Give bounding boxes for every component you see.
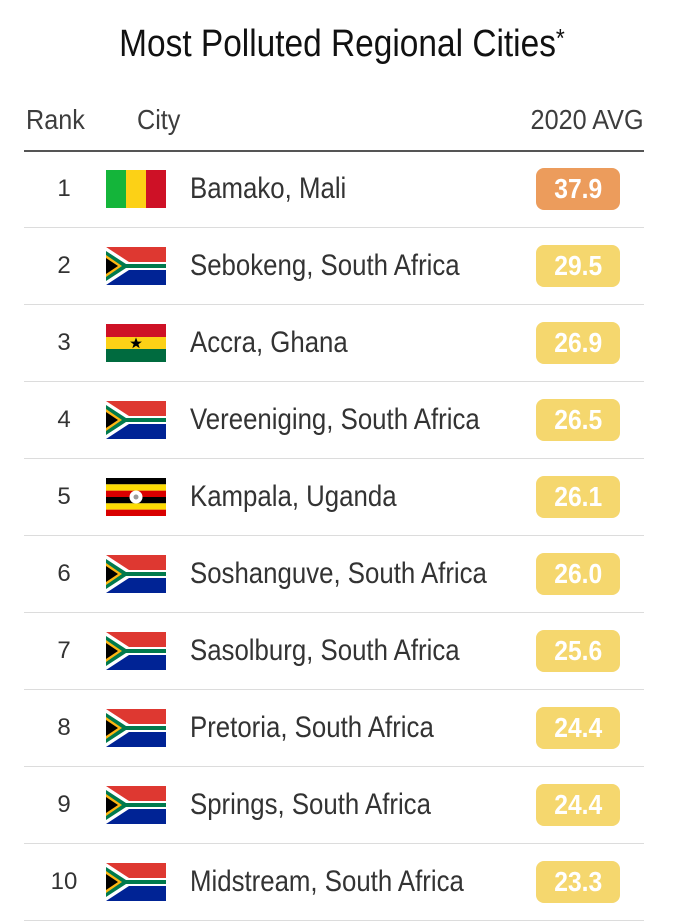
rank-cell: 1 bbox=[57, 175, 71, 202]
aqi-badge: 26.0 bbox=[536, 553, 620, 595]
rank-cell: 8 bbox=[57, 714, 71, 741]
rank-cell: 2 bbox=[57, 252, 71, 279]
city-name: Bamako, Mali bbox=[190, 172, 347, 205]
column-header-rank: Rank bbox=[26, 104, 85, 135]
table-row: 5 Kampala, Uganda 26.1 bbox=[24, 459, 644, 536]
ghana-flag-icon bbox=[106, 324, 166, 362]
aqi-value: 24.4 bbox=[554, 789, 602, 820]
aqi-badge: 25.6 bbox=[536, 630, 620, 672]
aqi-value: 26.0 bbox=[554, 558, 602, 589]
city-ranking-table: 1 Bamako, Mali 37.9 2 Sebokeng, South Af… bbox=[24, 151, 644, 921]
south-africa-flag-icon bbox=[106, 247, 166, 285]
rank-cell: 5 bbox=[57, 483, 71, 510]
rank-cell: 10 bbox=[50, 868, 78, 895]
table-header: Rank City 2020 AVG bbox=[24, 100, 644, 152]
aqi-value: 23.3 bbox=[554, 866, 602, 897]
city-name: Springs, South Africa bbox=[190, 788, 431, 821]
city-name: Midstream, South Africa bbox=[190, 865, 464, 898]
column-header-avg: 2020 AVG bbox=[530, 104, 644, 135]
city-name: Vereeniging, South Africa bbox=[190, 403, 480, 436]
aqi-value: 26.1 bbox=[554, 481, 602, 512]
aqi-value: 29.5 bbox=[554, 250, 602, 281]
page-title: Most Polluted Regional Cities* bbox=[41, 18, 643, 70]
city-name: Kampala, Uganda bbox=[190, 480, 397, 513]
aqi-badge: 29.5 bbox=[536, 245, 620, 287]
city-name: Sasolburg, South Africa bbox=[190, 634, 460, 667]
aqi-badge: 24.4 bbox=[536, 707, 620, 749]
aqi-value: 26.5 bbox=[554, 404, 602, 435]
rank-cell: 4 bbox=[57, 406, 71, 433]
south-africa-flag-icon bbox=[106, 709, 166, 747]
table-row: 6 Soshanguve, South Africa 26.0 bbox=[24, 536, 644, 613]
city-name: Pretoria, South Africa bbox=[190, 711, 434, 744]
table-row: 9 Springs, South Africa 24.4 bbox=[24, 767, 644, 844]
table-row: 3 Accra, Ghana 26.9 bbox=[24, 305, 644, 382]
mali-flag-icon bbox=[106, 170, 166, 208]
city-name: Accra, Ghana bbox=[190, 326, 348, 359]
rank-cell: 9 bbox=[57, 791, 71, 818]
south-africa-flag-icon bbox=[106, 632, 166, 670]
table-row: 8 Pretoria, South Africa 24.4 bbox=[24, 690, 644, 767]
title-asterisk[interactable]: * bbox=[555, 23, 565, 53]
table-row: 7 Sasolburg, South Africa 25.6 bbox=[24, 613, 644, 690]
aqi-badge: 26.9 bbox=[536, 322, 620, 364]
uganda-flag-icon bbox=[106, 478, 166, 516]
table-row: 4 Vereeniging, South Africa 26.5 bbox=[24, 382, 644, 459]
aqi-value: 25.6 bbox=[554, 635, 602, 666]
south-africa-flag-icon bbox=[106, 555, 166, 593]
table-row: 2 Sebokeng, South Africa 29.5 bbox=[24, 228, 644, 305]
column-header-city: City bbox=[137, 104, 181, 135]
city-name: Sebokeng, South Africa bbox=[190, 249, 460, 282]
aqi-badge: 23.3 bbox=[536, 861, 620, 903]
south-africa-flag-icon bbox=[106, 863, 166, 901]
table-row: 1 Bamako, Mali 37.9 bbox=[24, 151, 644, 228]
rank-cell: 7 bbox=[57, 637, 71, 664]
rank-cell: 6 bbox=[57, 560, 71, 587]
aqi-badge: 26.1 bbox=[536, 476, 620, 518]
south-africa-flag-icon bbox=[106, 786, 166, 824]
city-name: Soshanguve, South Africa bbox=[190, 557, 487, 590]
title-text: Most Polluted Regional Cities bbox=[119, 23, 556, 65]
table-row: 10 Midstream, South Africa 23.3 bbox=[24, 844, 644, 921]
aqi-value: 37.9 bbox=[554, 173, 602, 204]
rank-cell: 3 bbox=[57, 329, 71, 356]
aqi-badge: 37.9 bbox=[536, 168, 620, 210]
aqi-badge: 24.4 bbox=[536, 784, 620, 826]
aqi-value: 24.4 bbox=[554, 712, 602, 743]
aqi-badge: 26.5 bbox=[536, 399, 620, 441]
south-africa-flag-icon bbox=[106, 401, 166, 439]
aqi-value: 26.9 bbox=[554, 327, 602, 358]
